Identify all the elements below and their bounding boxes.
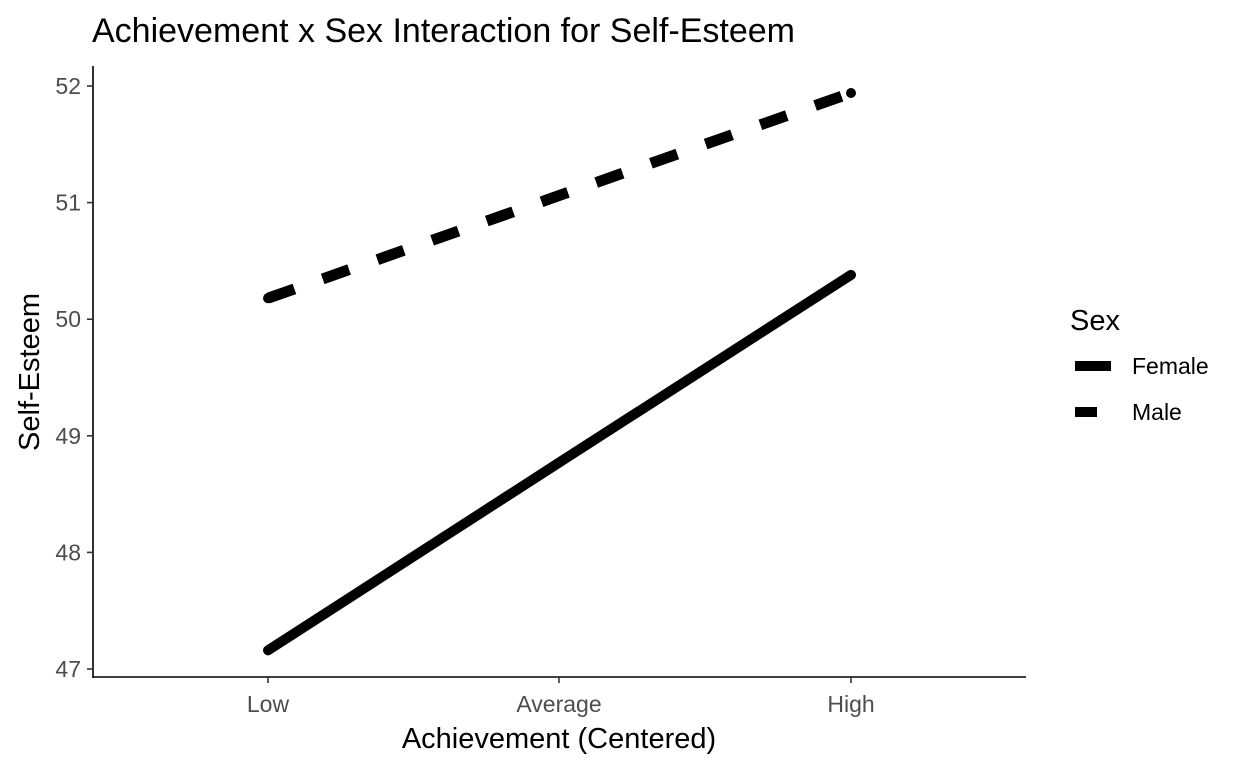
series-end-cap <box>846 87 856 98</box>
legend-title: Sex <box>1070 305 1120 337</box>
legend-label-male: Male <box>1132 399 1182 425</box>
y-tick-label: 48 <box>55 539 81 565</box>
y-tick-label: 49 <box>55 423 81 449</box>
y-axis-ticks: 47 48 49 50 51 52 <box>55 73 93 682</box>
legend: Sex Female Male <box>1070 305 1209 425</box>
x-axis-ticks: Low Average High <box>247 677 875 717</box>
y-tick-label: 52 <box>55 73 81 99</box>
x-tick-label: Low <box>247 691 290 717</box>
series-line-male <box>266 87 853 304</box>
x-tick-label: High <box>827 691 874 717</box>
y-axis-title: Self-Esteem <box>14 293 46 451</box>
y-tick-label: 50 <box>55 306 81 332</box>
y-tick-label: 51 <box>55 190 81 216</box>
y-tick-label: 47 <box>55 656 81 682</box>
series-line-female <box>263 269 856 656</box>
chart-title: Achievement x Sex Interaction for Self-E… <box>92 12 795 50</box>
series-end-cap <box>263 293 273 304</box>
x-tick-label: Average <box>516 691 601 717</box>
legend-label-female: Female <box>1132 353 1209 379</box>
plot-lines <box>263 87 856 656</box>
x-axis-title: Achievement (Centered) <box>402 723 716 755</box>
